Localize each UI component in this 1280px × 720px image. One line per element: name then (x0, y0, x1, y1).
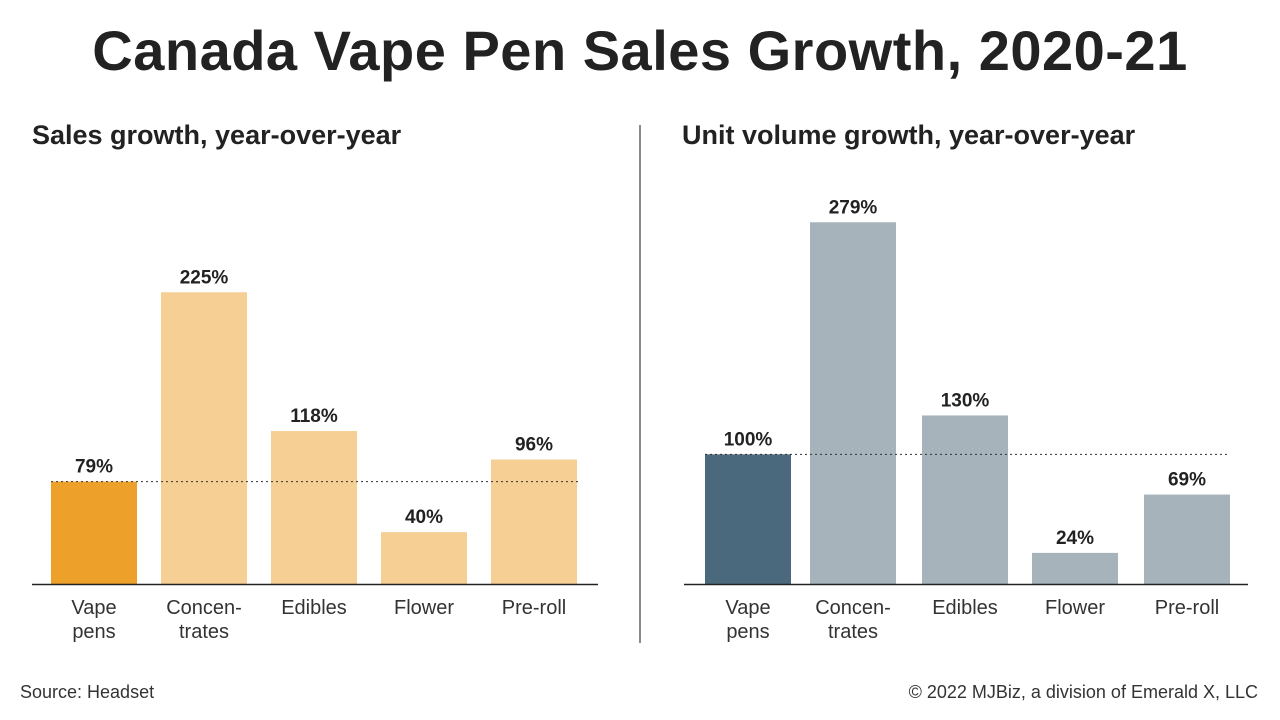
data-label-0-1: 225% (180, 267, 229, 288)
panel-divider (639, 125, 641, 643)
copyright-note: © 2022 MJBiz, a division of Emerald X, L… (908, 682, 1258, 702)
data-label-1-4: 69% (1168, 470, 1206, 491)
category-label-1-2-0: Edibles (932, 597, 998, 619)
bar-1-4 (1144, 494, 1230, 584)
data-label-0-4: 96% (515, 435, 553, 456)
category-label-1-0-0: Vape (725, 597, 770, 619)
data-label-1-0: 100% (724, 429, 773, 450)
category-label-1-4-0: Pre-roll (1155, 597, 1219, 619)
category-label-1-1-1: trates (828, 621, 878, 643)
bar-1-3 (1032, 552, 1118, 584)
data-label-1-3: 24% (1056, 528, 1094, 549)
category-label-1-1-0: Concen- (815, 597, 891, 619)
category-label-0-1-1: trates (179, 621, 229, 643)
bar-0-3 (381, 532, 467, 584)
bar-1-0 (705, 454, 791, 584)
category-label-0-1-0: Concen- (166, 597, 242, 619)
bar-1-2 (922, 415, 1008, 584)
bar-0-1 (161, 292, 247, 584)
bar-1-1 (810, 222, 896, 584)
source-note: Source: Headset (20, 682, 155, 702)
bar-0-4 (491, 459, 577, 584)
data-label-1-2: 130% (941, 390, 990, 411)
category-label-0-2-0: Edibles (281, 597, 347, 619)
category-label-1-3-0: Flower (1045, 597, 1105, 619)
category-label-0-0-1: pens (72, 621, 115, 643)
chart-title: Canada Vape Pen Sales Growth, 2020-21 (92, 19, 1188, 82)
category-label-0-0-0: Vape (71, 597, 116, 619)
data-label-0-2: 118% (290, 406, 338, 427)
right-panel-title: Unit volume growth, year-over-year (682, 120, 1136, 150)
left-panel-title: Sales growth, year-over-year (32, 120, 402, 150)
data-label-0-0: 79% (75, 457, 113, 478)
data-label-1-1: 279% (829, 197, 878, 218)
category-label-0-3-0: Flower (394, 597, 454, 619)
bar-0-0 (51, 481, 137, 584)
bar-0-2 (271, 431, 357, 584)
category-label-0-4-0: Pre-roll (502, 597, 566, 619)
data-label-0-3: 40% (405, 507, 443, 528)
category-label-1-0-1: pens (726, 621, 769, 643)
